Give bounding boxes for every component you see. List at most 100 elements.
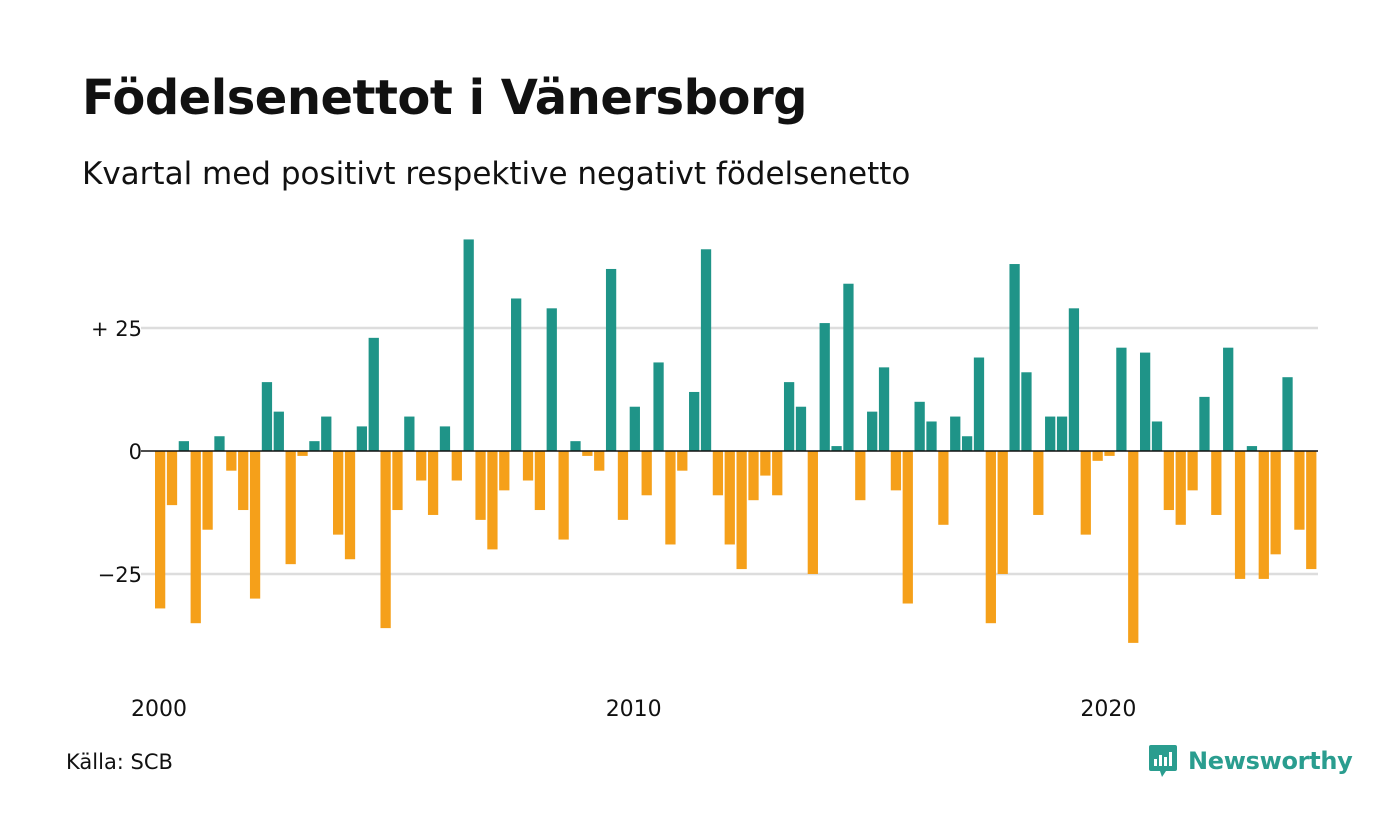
bar-negative [582,451,593,456]
bar-positive [961,436,973,451]
bar-negative [902,451,913,604]
bar-negative [712,451,724,496]
bar-positive [1045,416,1056,451]
y-tick-label: + 25 [91,317,142,341]
source-note: Källa: SCB [66,750,173,774]
bar-negative [487,451,498,550]
bar-negative [1104,451,1115,456]
bar-negative [736,451,747,570]
bar-negative [558,451,569,540]
bar-negative [1306,451,1317,570]
bar-positive [463,239,474,451]
bar-negative [190,451,201,624]
bar-positive [368,337,379,451]
bar-negative [985,451,996,624]
bar-positive [309,441,320,451]
brand-name: Newsworthy [1188,747,1353,775]
bar-positive [439,426,451,451]
bar-positive [843,283,854,451]
bar-positive [1139,352,1151,451]
bar-positive [605,268,617,451]
bar-negative [1270,451,1281,555]
bar-negative [522,451,534,481]
x-tick-label: 2020 [1080,697,1136,722]
bar-negative [392,451,403,511]
bar-positive [867,411,878,451]
bar-negative [665,451,676,545]
bar-negative [617,451,629,520]
bar-positive [356,426,368,451]
bar-negative [534,451,546,511]
bars [155,239,1317,643]
bar-negative [677,451,688,471]
bar-positive [795,406,807,451]
bar-positive [700,249,712,451]
bar-negative [1128,451,1139,643]
bar-negative [1211,451,1222,515]
bar-negative [285,451,296,565]
chart-title: Födelsenettot i Vänersborg [82,70,807,126]
bar-negative [1294,451,1305,530]
bar-negative [641,451,652,496]
bar-negative [1092,451,1103,461]
x-tick-label: 2010 [606,697,662,722]
bar-positive [1116,347,1127,451]
bar-positive [1068,308,1080,451]
bar-negative [594,451,605,471]
bar-positive [973,357,985,451]
bar-positive [178,441,189,451]
bar-positive [546,308,557,451]
y-tick-label: 0 [129,440,142,464]
bar-positive [914,401,925,451]
newsworthy-logo-icon [1149,745,1177,777]
bar-negative [855,451,866,501]
bar-positive [214,436,225,451]
bar-positive [261,382,273,451]
bar-negative [760,451,771,476]
bar-positive [689,391,700,451]
bar-negative [1187,451,1198,491]
bar-negative [997,451,1008,574]
bar-positive [1009,264,1020,451]
brand-logo[interactable]: Newsworthy [1148,743,1353,779]
bar-positive [1223,347,1234,451]
bar-positive [321,416,332,451]
bar-negative [155,451,166,609]
bar-negative [333,451,344,535]
bar-positive [404,416,415,451]
bar-negative [748,451,759,501]
bar-positive [831,446,842,451]
x-tick-label: 2000 [131,697,187,722]
y-axis-ticks: + 25 0 −25 [91,317,142,587]
chart-subtitle: Kvartal med positivt respektive negativt… [82,156,911,192]
bar-negative [1163,451,1174,511]
bar-negative [238,451,249,511]
bar-negative [772,451,783,496]
bar-positive [629,406,640,451]
bar-positive [819,323,830,451]
bar-positive [1151,421,1163,451]
bar-positive [1056,416,1068,451]
y-tick-label: −25 [98,563,142,587]
bar-negative [226,451,237,471]
bar-negative [1258,451,1269,579]
bar-negative [344,451,356,560]
bar-positive [878,367,890,451]
bar-negative [807,451,818,574]
bar-positive [783,382,795,451]
bar-negative [499,451,510,491]
bar-negative [451,451,462,481]
bar-negative [202,451,213,530]
bar-negative [475,451,486,520]
bar-negative [380,451,391,629]
bar-negative [1033,451,1044,515]
gridlines [141,326,1318,576]
bar-negative [1175,451,1186,525]
bar-positive [950,416,961,451]
bar-negative [938,451,949,525]
bar-negative [416,451,427,481]
x-axis-ticks: 2000 2010 2020 [131,697,1136,722]
bar-positive [570,441,581,451]
bar-negative [297,451,308,456]
